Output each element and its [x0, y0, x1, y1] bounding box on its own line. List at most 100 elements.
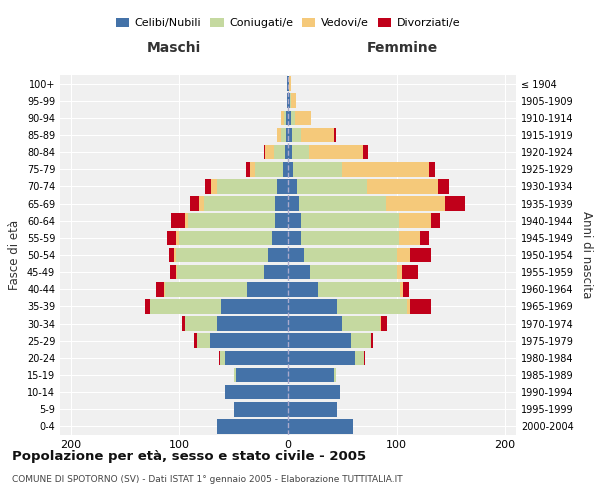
Bar	[288, 350, 355, 365]
Bar	[288, 214, 301, 228]
Bar	[399, 230, 421, 245]
Bar	[176, 248, 268, 262]
Bar	[167, 230, 176, 245]
Bar	[351, 334, 371, 348]
Bar	[286, 110, 288, 125]
Bar	[400, 282, 403, 296]
Y-axis label: Anni di nascita: Anni di nascita	[580, 212, 593, 298]
Bar	[429, 162, 434, 176]
Bar	[288, 316, 342, 331]
Bar	[367, 179, 438, 194]
Bar	[301, 214, 399, 228]
Bar	[364, 350, 365, 365]
Bar	[288, 230, 301, 245]
Bar	[308, 145, 363, 160]
Bar	[199, 196, 205, 211]
Bar	[288, 282, 319, 296]
Bar	[211, 179, 217, 194]
Bar	[292, 145, 308, 160]
Bar	[176, 265, 177, 280]
Bar	[293, 162, 342, 176]
Bar	[288, 162, 293, 176]
Bar	[363, 145, 368, 160]
Bar	[410, 248, 431, 262]
Bar	[288, 265, 310, 280]
Bar	[275, 214, 288, 228]
Bar	[438, 179, 449, 194]
Bar	[397, 265, 402, 280]
Bar	[281, 128, 286, 142]
Bar	[245, 162, 250, 176]
Bar	[431, 214, 440, 228]
Bar	[288, 128, 292, 142]
Bar	[288, 419, 353, 434]
Bar	[371, 334, 373, 348]
Bar	[234, 368, 236, 382]
Bar	[155, 282, 164, 296]
Bar	[225, 350, 288, 365]
Bar	[382, 316, 387, 331]
Bar	[399, 214, 431, 228]
Bar	[277, 128, 281, 142]
Bar	[288, 402, 337, 416]
Bar	[407, 299, 410, 314]
Bar	[288, 76, 289, 91]
Bar	[288, 334, 351, 348]
Bar	[225, 385, 288, 400]
Bar	[386, 196, 445, 211]
Bar	[288, 248, 304, 262]
Bar	[188, 214, 275, 228]
Bar	[295, 110, 311, 125]
Bar	[397, 248, 410, 262]
Bar	[319, 282, 400, 296]
Bar	[182, 316, 185, 331]
Bar	[445, 196, 465, 211]
Bar	[185, 214, 188, 228]
Bar	[288, 196, 299, 211]
Bar	[265, 145, 274, 160]
Bar	[256, 162, 283, 176]
Bar	[290, 94, 291, 108]
Bar	[275, 196, 288, 211]
Text: Popolazione per età, sesso e stato civile - 2005: Popolazione per età, sesso e stato civil…	[12, 450, 366, 463]
Bar	[236, 368, 288, 382]
Bar	[247, 282, 288, 296]
Bar	[174, 248, 176, 262]
Bar	[221, 299, 288, 314]
Bar	[217, 419, 288, 434]
Bar	[194, 334, 197, 348]
Bar	[291, 94, 296, 108]
Bar	[287, 76, 288, 91]
Bar	[285, 145, 288, 160]
Bar	[304, 248, 397, 262]
Bar	[299, 196, 386, 211]
Bar	[171, 214, 185, 228]
Bar	[150, 299, 221, 314]
Bar	[289, 76, 291, 91]
Bar	[169, 248, 174, 262]
Bar	[288, 94, 290, 108]
Bar	[264, 145, 265, 160]
Bar	[197, 334, 210, 348]
Bar	[177, 265, 264, 280]
Bar	[218, 350, 220, 365]
Bar	[337, 299, 407, 314]
Bar	[402, 265, 418, 280]
Bar	[288, 110, 291, 125]
Bar	[403, 282, 409, 296]
Bar	[301, 128, 334, 142]
Bar	[410, 299, 431, 314]
Bar	[164, 282, 166, 296]
Bar	[288, 299, 337, 314]
Bar	[342, 316, 380, 331]
Bar	[287, 94, 288, 108]
Bar	[421, 230, 429, 245]
Bar	[210, 334, 288, 348]
Bar	[355, 350, 364, 365]
Bar	[170, 265, 176, 280]
Bar	[288, 179, 296, 194]
Bar	[284, 110, 286, 125]
Bar	[205, 179, 211, 194]
Bar	[250, 162, 256, 176]
Legend: Celibi/Nubili, Coniugati/e, Vedovi/e, Divorziati/e: Celibi/Nubili, Coniugati/e, Vedovi/e, Di…	[113, 16, 463, 30]
